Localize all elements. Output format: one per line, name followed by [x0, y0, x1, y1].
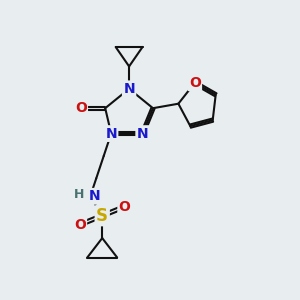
Text: N: N — [105, 127, 117, 141]
Text: H: H — [74, 188, 84, 201]
Text: O: O — [189, 76, 201, 90]
Text: O: O — [74, 218, 86, 232]
Text: N: N — [89, 189, 100, 203]
Text: N: N — [123, 82, 135, 96]
Text: O: O — [119, 200, 130, 214]
Text: O: O — [75, 101, 87, 115]
Text: S: S — [96, 207, 108, 225]
Text: N: N — [137, 127, 148, 141]
